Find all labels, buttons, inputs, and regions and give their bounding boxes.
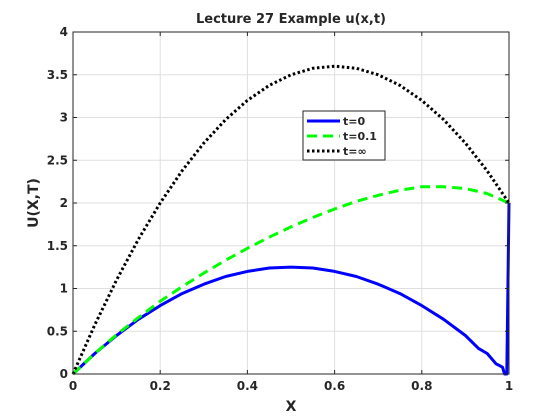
y-tick-label: 1 xyxy=(60,282,68,296)
chart-title: Lecture 27 Example u(x,t) xyxy=(196,12,386,27)
x-axis-label: X xyxy=(286,399,297,415)
series-line-0 xyxy=(71,202,511,376)
x-tick-label: 0.6 xyxy=(324,379,345,393)
y-tick-label: 0 xyxy=(60,367,68,381)
legend-label-0: t=0 xyxy=(343,115,365,128)
series-line-2 xyxy=(71,64,511,375)
x-tick-label: 0 xyxy=(69,379,77,393)
y-tick-label: 0.5 xyxy=(47,324,68,338)
y-axis-label: U(X,T) xyxy=(26,178,42,228)
series-line-1 xyxy=(71,185,510,376)
legend-label-2: t=∞ xyxy=(343,145,367,158)
x-tick-label: 0.4 xyxy=(237,379,258,393)
y-tick-label: 1.5 xyxy=(47,239,68,253)
y-tick-label: 3.5 xyxy=(47,68,68,82)
x-tick-label: 1 xyxy=(505,379,513,393)
y-tick-label: 3 xyxy=(60,111,68,125)
y-tick-label: 2 xyxy=(60,196,68,210)
axis-ticks: 0 0.2 0.4 0.6 0.8 1 0 0.5 1 1.5 2 2.5 3 3.5 4 xyxy=(47,25,513,393)
y-tick-label: 2.5 xyxy=(47,153,68,167)
x-tick-label: 0.8 xyxy=(411,379,432,393)
legend-label-1: t=0.1 xyxy=(343,130,377,143)
series-lines xyxy=(71,64,511,376)
y-tick-label: 4 xyxy=(60,25,68,39)
legend: t=0 t=0.1 t=∞ xyxy=(302,110,386,161)
x-tick-label: 0.2 xyxy=(150,379,171,393)
